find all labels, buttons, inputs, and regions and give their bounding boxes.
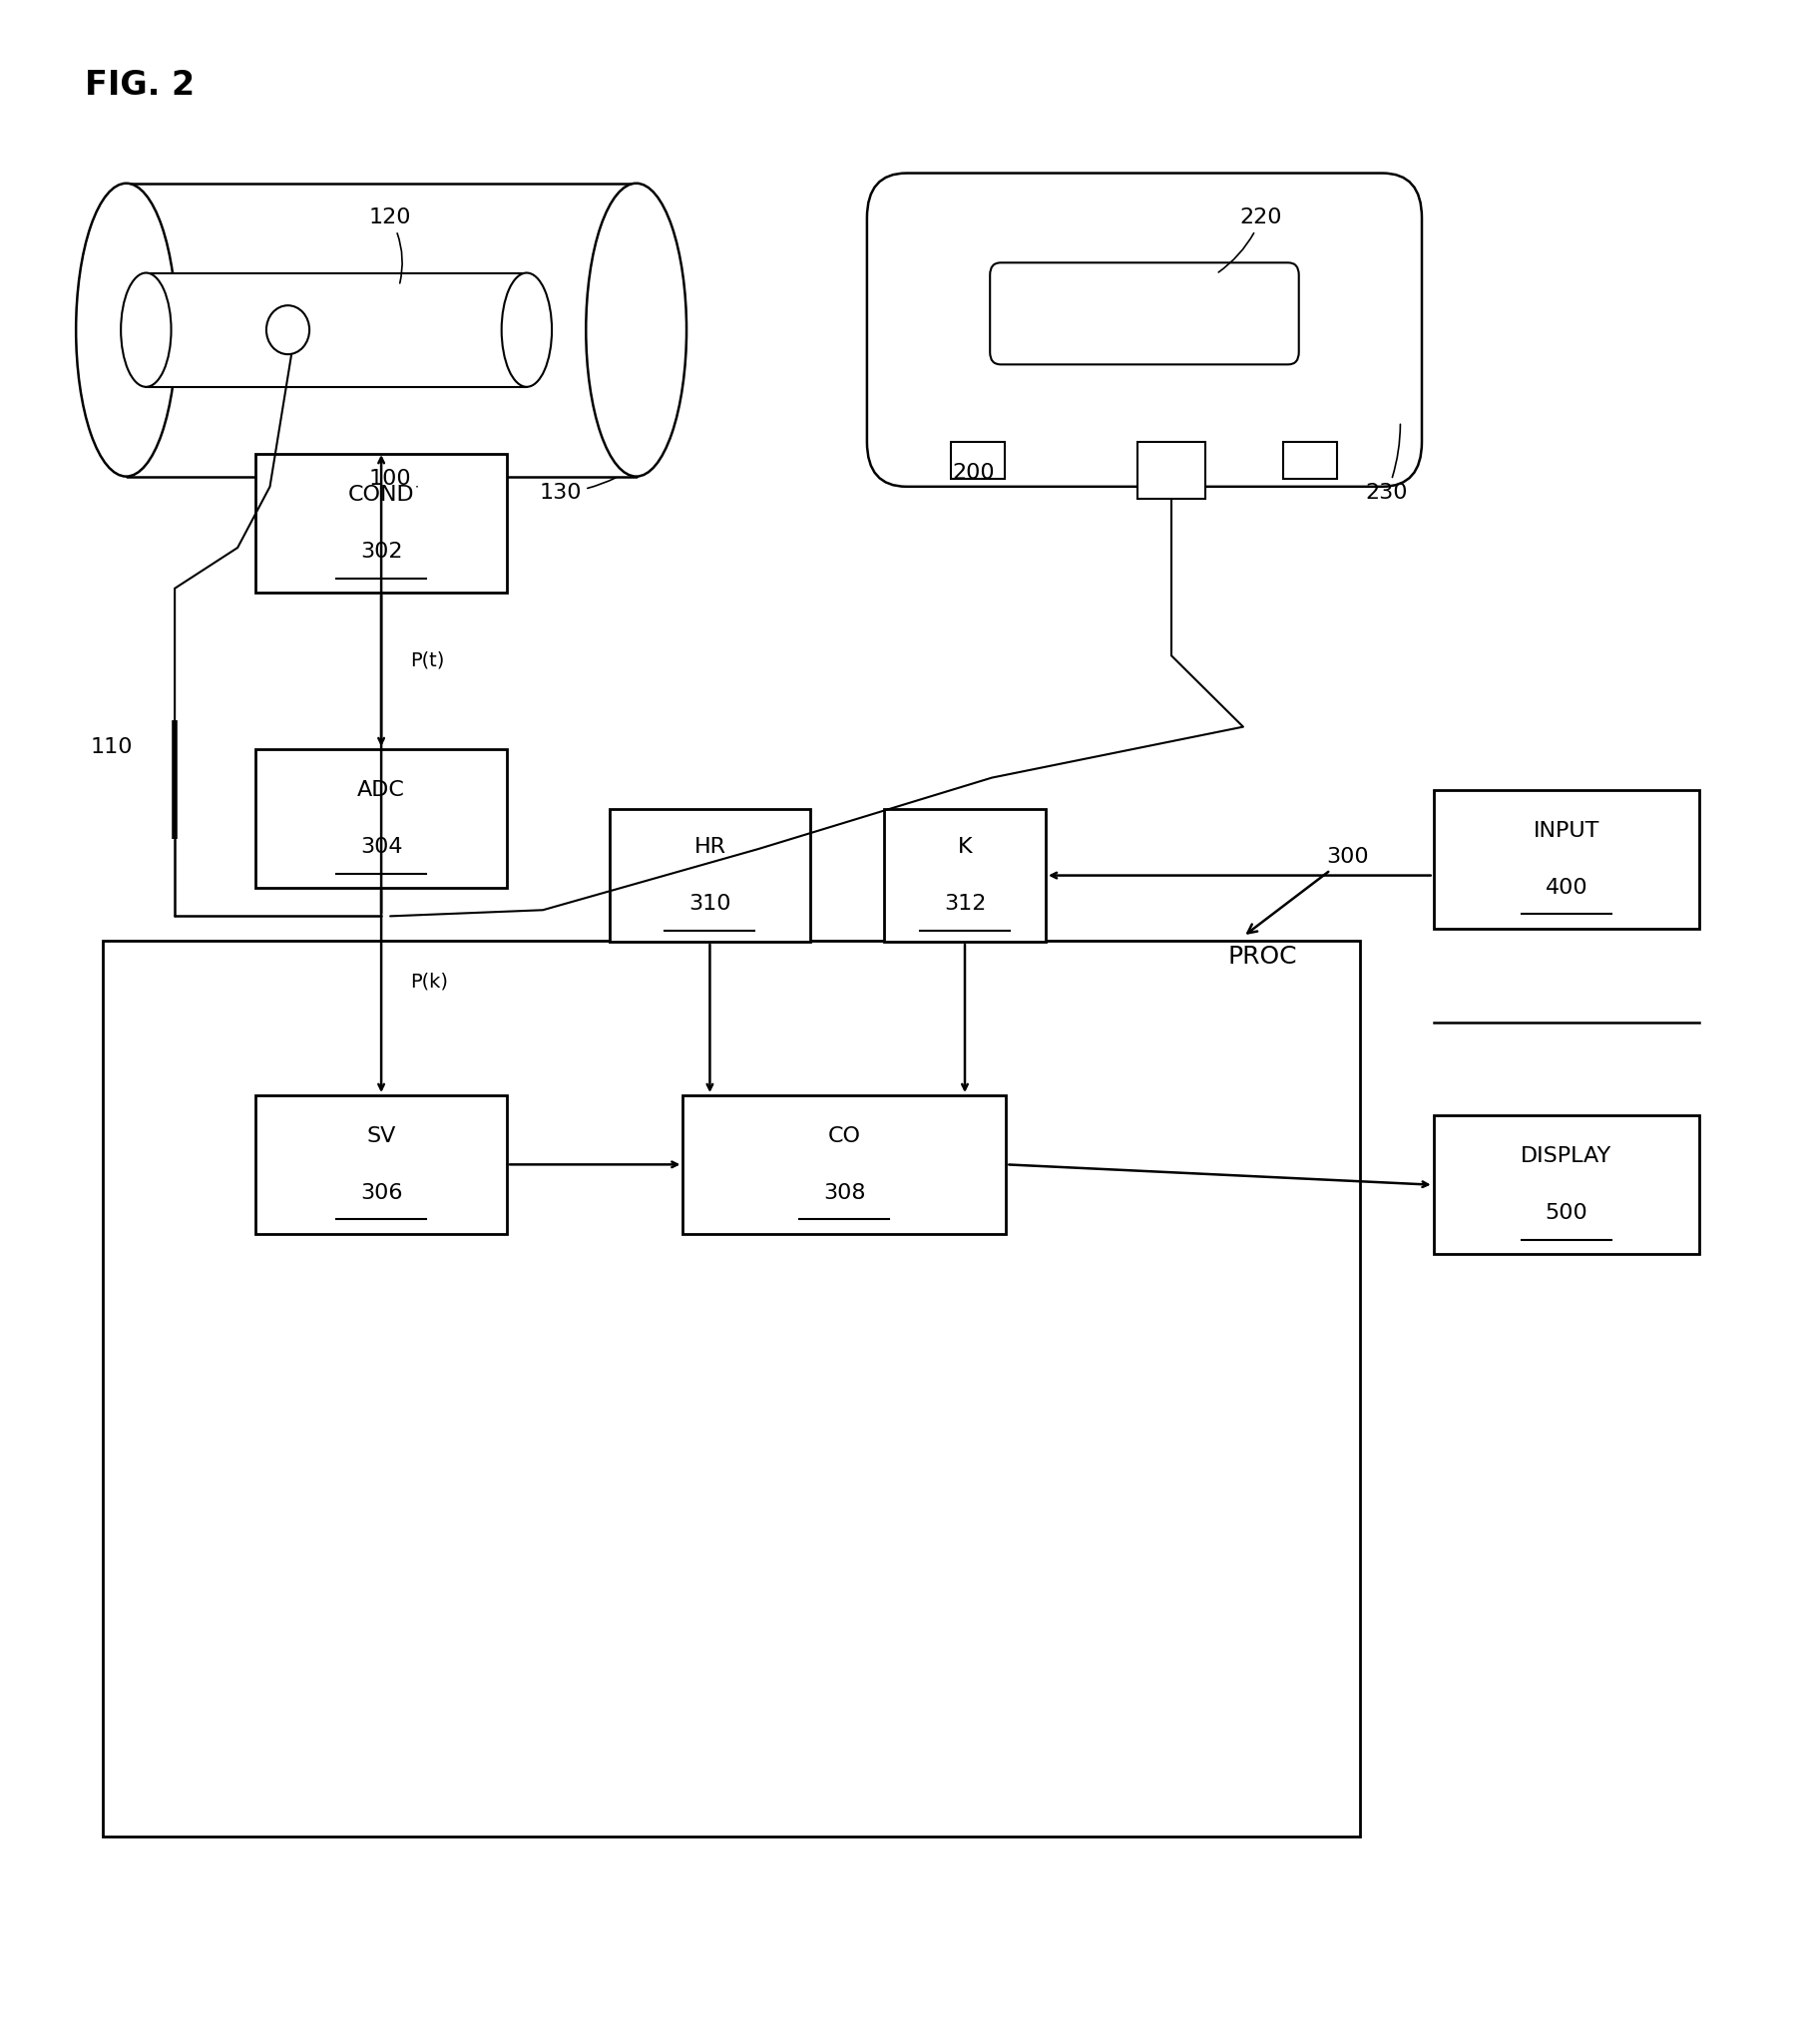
Bar — [1136, 442, 1204, 499]
Ellipse shape — [76, 184, 177, 476]
Ellipse shape — [586, 184, 687, 476]
Text: 230: 230 — [1365, 425, 1408, 503]
Text: DISPLAY: DISPLAY — [1520, 1147, 1612, 1167]
Text: FIG. 2: FIG. 2 — [85, 69, 195, 102]
FancyBboxPatch shape — [867, 174, 1421, 486]
Text: 200: 200 — [952, 462, 993, 482]
Bar — [126, 184, 636, 476]
Text: PROC: PROC — [1228, 944, 1296, 969]
Text: P(k): P(k) — [409, 971, 447, 991]
Text: 312: 312 — [943, 893, 986, 914]
Bar — [103, 940, 1359, 1836]
Text: 500: 500 — [1543, 1204, 1587, 1222]
Bar — [256, 750, 507, 887]
Text: COND: COND — [348, 484, 415, 505]
Text: CO: CO — [828, 1126, 860, 1147]
Text: P(t): P(t) — [409, 652, 444, 670]
Bar — [1433, 789, 1698, 928]
Bar — [256, 454, 507, 593]
Text: 130: 130 — [539, 478, 615, 503]
Text: 110: 110 — [90, 738, 133, 756]
Ellipse shape — [501, 272, 552, 386]
Text: 400: 400 — [1545, 877, 1587, 897]
Text: 100: 100 — [370, 468, 416, 489]
Text: 120: 120 — [370, 208, 411, 284]
Bar — [1433, 1116, 1698, 1255]
Text: 308: 308 — [822, 1183, 865, 1204]
Text: HR: HR — [694, 836, 725, 856]
Bar — [609, 809, 810, 942]
Text: K: K — [957, 836, 972, 856]
Bar — [950, 442, 1004, 478]
Bar — [683, 1096, 1006, 1235]
Text: 220: 220 — [1217, 208, 1282, 272]
Text: 300: 300 — [1248, 848, 1368, 934]
FancyBboxPatch shape — [990, 264, 1298, 364]
Text: 304: 304 — [361, 836, 402, 856]
Bar — [1284, 442, 1336, 478]
Text: 306: 306 — [361, 1183, 402, 1204]
Text: 302: 302 — [361, 542, 402, 562]
Ellipse shape — [121, 272, 171, 386]
Text: 310: 310 — [689, 893, 730, 914]
Bar — [146, 272, 526, 386]
Text: SV: SV — [366, 1126, 395, 1147]
Text: INPUT: INPUT — [1533, 822, 1599, 840]
Circle shape — [267, 305, 310, 354]
Bar — [256, 1096, 507, 1235]
Bar — [883, 809, 1046, 942]
Text: ADC: ADC — [357, 781, 406, 799]
